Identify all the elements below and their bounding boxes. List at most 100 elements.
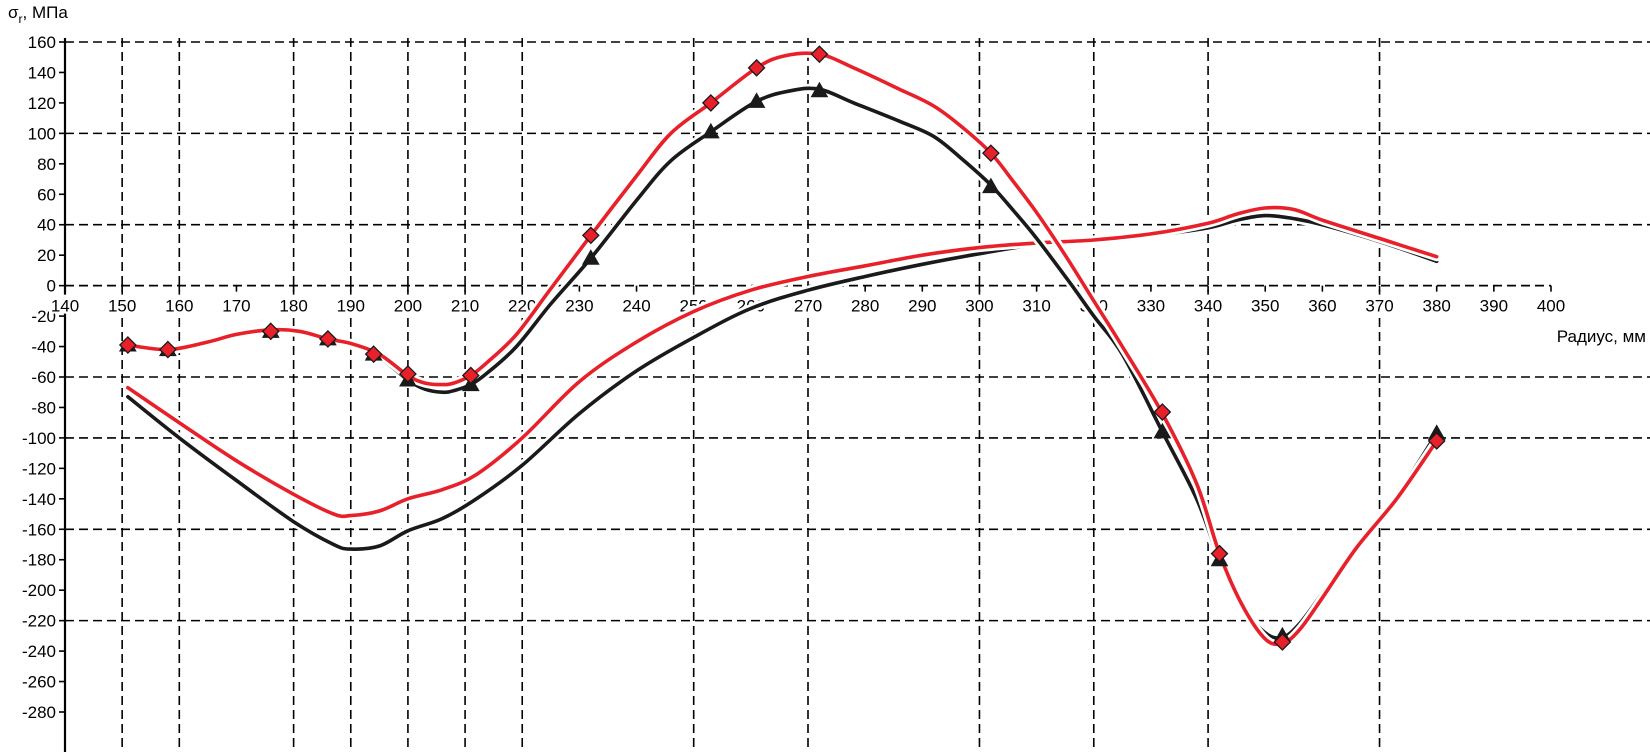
series-halo bbox=[123, 203, 1442, 521]
y-tick-label: -260 bbox=[22, 673, 56, 692]
x-tick-label: 310 bbox=[1022, 297, 1050, 316]
x-tick-label-bg bbox=[49, 294, 81, 314]
x-tick-label-bg bbox=[391, 294, 424, 314]
y-tick-label: -220 bbox=[22, 612, 56, 631]
y-tick-label: -140 bbox=[22, 490, 56, 509]
triangle-marker bbox=[982, 177, 1000, 194]
x-tick-label-bg bbox=[1306, 294, 1339, 314]
data-series bbox=[123, 48, 1442, 649]
y-tick-label: -160 bbox=[22, 520, 56, 539]
y-axis-label-rest: , МПа bbox=[23, 3, 69, 22]
x-tick-label-bg bbox=[1420, 294, 1453, 314]
diamond-marker bbox=[701, 93, 720, 112]
x-tick-label-bg bbox=[277, 294, 310, 314]
x-tick-label: 360 bbox=[1308, 297, 1336, 316]
x-tick-label: 390 bbox=[1480, 297, 1508, 316]
x-tick-label: 340 bbox=[1194, 297, 1222, 316]
y-tick-label: -200 bbox=[22, 581, 56, 600]
y-tick-label: 20 bbox=[37, 246, 56, 265]
x-tick-label: 180 bbox=[279, 297, 307, 316]
x-tick-label: 170 bbox=[222, 297, 250, 316]
x-tick-label-bg bbox=[849, 294, 882, 314]
series-halo bbox=[123, 83, 1442, 643]
diamond-marker bbox=[1273, 633, 1292, 651]
y-axis-label: σr, МПа bbox=[8, 3, 68, 26]
y-axis-label-main: σ bbox=[8, 3, 19, 22]
diamond-marker bbox=[747, 58, 766, 77]
triangle-marker bbox=[1153, 422, 1172, 439]
y-tick-label: -80 bbox=[31, 398, 56, 417]
x-tick-label: 400 bbox=[1537, 297, 1565, 316]
x-tick-label-bg bbox=[1134, 294, 1167, 314]
diamond-marker bbox=[461, 366, 480, 385]
x-tick-label: 160 bbox=[165, 297, 193, 316]
x-tick-label-bg bbox=[163, 294, 196, 314]
y-tick-label: 140 bbox=[28, 63, 56, 82]
y-tick-label: -120 bbox=[22, 459, 56, 478]
diamond-marker bbox=[1210, 544, 1229, 563]
y-axis-label-sub: r bbox=[19, 12, 23, 26]
axes bbox=[59, 38, 1552, 752]
x-tick-label: 150 bbox=[108, 297, 136, 316]
y-tick-label: 0 bbox=[47, 277, 56, 296]
x-tick-label-bg bbox=[334, 294, 367, 314]
x-axis-label: Радиус, мм bbox=[1557, 327, 1646, 346]
diamond-marker bbox=[1153, 403, 1172, 421]
series-halo bbox=[123, 211, 1442, 554]
y-tick-label: 40 bbox=[37, 216, 56, 235]
grid bbox=[65, 38, 1650, 752]
y-tick-label: -180 bbox=[22, 551, 56, 570]
x-tick-label: 270 bbox=[794, 297, 822, 316]
y-tick-label: -100 bbox=[22, 429, 56, 448]
y-tick-label: -240 bbox=[22, 642, 56, 661]
x-tick-label-bg bbox=[1249, 294, 1282, 314]
triangle-marker bbox=[701, 122, 720, 139]
x-tick-label-bg bbox=[1477, 294, 1510, 314]
x-tick-label-bg bbox=[1020, 294, 1053, 314]
x-tick-label-bg bbox=[1192, 294, 1225, 314]
tick-labels: 160140120100806040200-20-40-60-80-100-12… bbox=[22, 33, 1567, 722]
diamond-marker bbox=[364, 345, 383, 364]
y-tick-label: 80 bbox=[37, 155, 56, 174]
x-tick-label: 140 bbox=[51, 297, 79, 316]
data-markers bbox=[118, 45, 1446, 651]
diamond-marker bbox=[1427, 432, 1446, 450]
diamond-marker bbox=[981, 144, 1000, 163]
series-line-black-triangle bbox=[126, 86, 1439, 640]
x-tick-label-bg bbox=[1363, 294, 1396, 314]
x-tick-label-bg bbox=[906, 294, 939, 314]
x-tick-label: 290 bbox=[908, 297, 936, 316]
y-tick-label: -40 bbox=[31, 338, 56, 357]
triangle-marker bbox=[581, 249, 600, 265]
series-halo bbox=[123, 48, 1442, 649]
x-tick-label: 240 bbox=[622, 297, 650, 316]
x-tick-label: 200 bbox=[394, 297, 422, 316]
x-tick-label-bg bbox=[506, 294, 539, 314]
x-tick-label-bg bbox=[963, 294, 996, 314]
diamond-marker bbox=[118, 336, 137, 354]
y-tick-label: 120 bbox=[28, 94, 56, 113]
x-tick-label-bg bbox=[449, 294, 482, 314]
x-tick-label: 350 bbox=[1251, 297, 1279, 316]
y-tick-label: 100 bbox=[28, 124, 56, 143]
triangle-marker bbox=[810, 81, 829, 98]
diamond-marker bbox=[581, 226, 600, 245]
y-tick-label: 60 bbox=[37, 185, 56, 204]
diamond-marker bbox=[399, 365, 417, 383]
y-tick-label: -280 bbox=[22, 703, 56, 722]
x-tick-label-bg bbox=[220, 294, 253, 314]
diamond-marker bbox=[158, 340, 177, 359]
x-tick-label: 380 bbox=[1423, 297, 1451, 316]
x-tick-label: 280 bbox=[851, 297, 879, 316]
x-tick-label-bg bbox=[106, 294, 139, 314]
series-line-black-plain bbox=[126, 213, 1439, 551]
x-tick-label-bg bbox=[620, 294, 653, 314]
series-line-red-diamond bbox=[126, 51, 1439, 647]
x-tick-label: 190 bbox=[337, 297, 365, 316]
x-tick-label: 210 bbox=[451, 297, 479, 316]
x-tick-label-bg bbox=[563, 294, 596, 314]
diamond-marker bbox=[261, 322, 280, 341]
diamond-marker bbox=[318, 330, 337, 348]
x-tick-label: 370 bbox=[1365, 297, 1393, 316]
